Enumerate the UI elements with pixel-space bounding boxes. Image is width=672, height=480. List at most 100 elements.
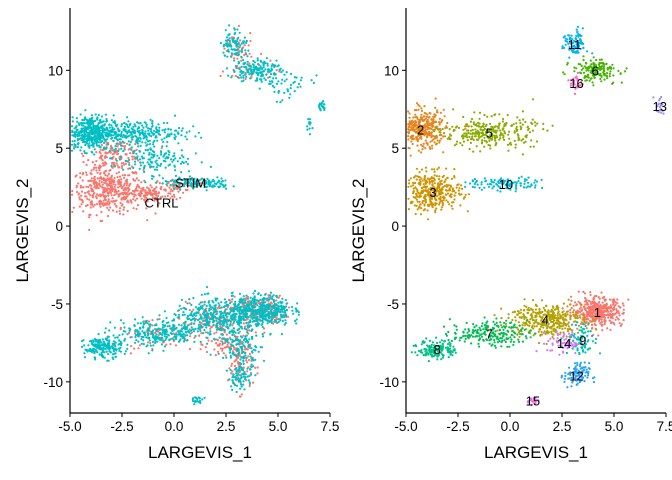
cell-point [250,68,253,71]
cell-point [134,199,137,202]
cell-point [100,135,103,138]
cell-point [155,181,158,184]
cell-point [107,191,110,194]
cell-point [247,71,250,74]
y-tick-label: 10 [384,63,399,78]
cell-point [108,345,111,348]
cell-point [119,326,122,329]
cell-point [263,331,266,334]
cell-point [272,294,275,297]
cell-point [140,192,143,195]
cell-point [407,208,410,211]
cell-point [103,141,106,145]
cell-point [431,121,434,124]
cell-point [169,331,172,335]
cell-point [173,335,176,338]
cell-point [150,135,153,138]
cell-point [280,82,283,85]
cell-point [189,335,192,338]
x-axis-title: LARGEVIS_1 [148,443,252,462]
cell-point [90,177,93,180]
cell-point [87,124,90,127]
cell-point [158,336,161,339]
cell-point [90,169,93,172]
cell-point [268,75,271,79]
cell-point [249,368,252,371]
cell-point [226,38,230,42]
cell-point [263,77,266,80]
cell-point [238,311,241,314]
cell-point [246,348,249,351]
cell-point [154,187,157,190]
cell-point [296,302,299,305]
cell-point [155,323,158,326]
cell-point [120,162,123,165]
cell-point [165,335,168,339]
cell-point [283,307,286,310]
cell-point [100,210,103,214]
cell-point [248,52,251,55]
cell-point [180,134,183,137]
cell-point [157,123,160,126]
cell-point [208,333,211,336]
cell-point [87,192,90,195]
cell-point [96,117,99,120]
cell-point [235,45,238,48]
cell-point [211,306,214,309]
cell-point [242,350,245,353]
cell-point [445,126,449,129]
cell-point [93,148,96,151]
cell-point [176,131,179,134]
cell-point [222,314,225,317]
cell-point [407,125,410,129]
cell-point [118,210,121,213]
cell-point [167,153,170,156]
cell-point [96,133,99,136]
cell-point [214,354,217,357]
cell-point [240,48,244,51]
cell-point [277,320,280,323]
cell-point [186,314,189,317]
cell-point [214,306,217,309]
cell-point [140,181,143,184]
cell-point [139,322,142,325]
cell-point [167,182,170,185]
cell-point [99,199,102,202]
cell-point [81,129,84,132]
cell-point [608,319,612,322]
cell-point [165,145,168,148]
cell-point [603,314,607,317]
cell-point [178,157,182,160]
condition-label-stim: STIM [175,175,206,190]
cell-point [193,319,196,322]
cell-point [264,68,267,71]
cell-point [144,132,147,135]
cell-point [257,322,260,325]
cell-point [105,138,109,141]
cell-point [218,327,221,331]
cell-point [95,339,98,342]
cell-point [106,336,109,339]
cell-point [95,151,98,154]
cell-point [233,314,237,317]
cell-point [421,148,424,151]
cell-point [142,336,145,339]
cell-point [429,112,432,115]
cell-point [95,142,98,145]
cell-point [240,393,243,396]
cell-point [82,210,85,213]
cell-point [115,190,118,194]
cell-point [227,50,230,53]
cell-point [240,42,243,45]
cell-point [109,206,112,209]
cell-point [407,132,410,135]
cell-point [147,148,150,151]
cell-point [155,336,158,340]
cell-point [170,158,173,161]
cell-point [261,321,264,324]
cell-point [78,196,81,199]
cell-point [227,327,230,330]
cell-point [85,131,89,134]
cell-point [200,136,203,139]
cell-point [119,138,122,141]
